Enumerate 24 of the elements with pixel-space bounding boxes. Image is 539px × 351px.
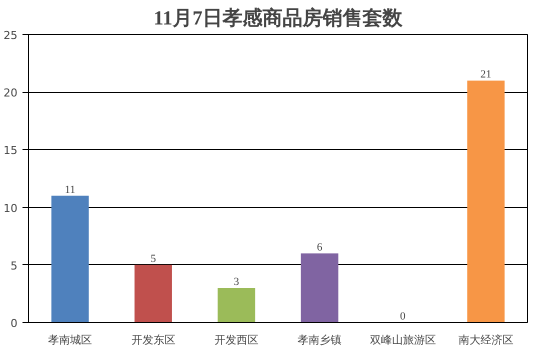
y-tick-label: 0 — [10, 317, 18, 330]
data-label: 5 — [150, 252, 156, 265]
bar — [218, 288, 256, 322]
data-label: 0 — [400, 310, 406, 322]
x-tick-label: 南大经济区 — [458, 334, 514, 346]
x-tick-label: 开发西区 — [214, 334, 258, 346]
x-tick-label: 孝南城区 — [48, 334, 92, 346]
x-tick-label: 孝南乡镇 — [298, 334, 342, 346]
data-label: 11 — [64, 184, 76, 196]
x-tick-label: 开发东区 — [131, 334, 176, 346]
y-tick-label: 15 — [4, 144, 18, 158]
bar — [134, 264, 172, 322]
x-tick-label: 双峰山旅游区 — [370, 334, 436, 346]
chart-title: 11月7日孝感商品房销售套数 — [154, 6, 404, 30]
data-label: 6 — [316, 241, 323, 254]
bar — [300, 253, 338, 322]
y-tick-label: 20 — [4, 86, 18, 100]
y-tick-label: 10 — [4, 202, 18, 215]
bar — [467, 80, 505, 322]
y-tick-label: 25 — [4, 29, 18, 42]
data-label: 21 — [480, 68, 492, 81]
y-tick-label: 5 — [10, 259, 18, 272]
bar — [51, 196, 89, 322]
data-label: 3 — [234, 276, 240, 288]
